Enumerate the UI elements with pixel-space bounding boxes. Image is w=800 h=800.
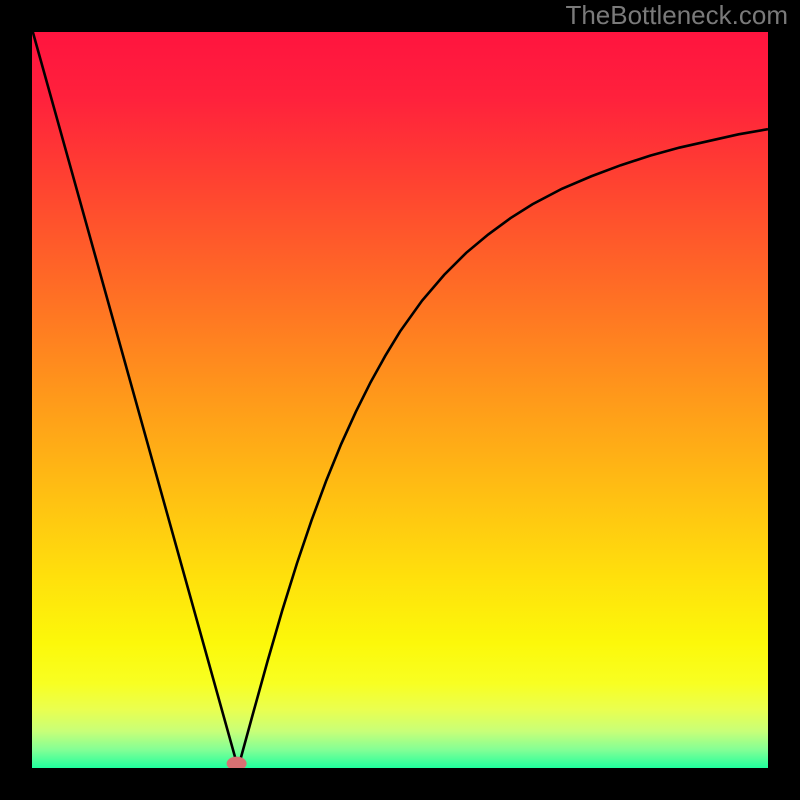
chart-stage: TheBottleneck.com [0, 0, 800, 800]
watermark-text: TheBottleneck.com [565, 0, 788, 31]
bottleneck-chart [0, 0, 800, 800]
chart-gradient-bg [32, 32, 768, 768]
